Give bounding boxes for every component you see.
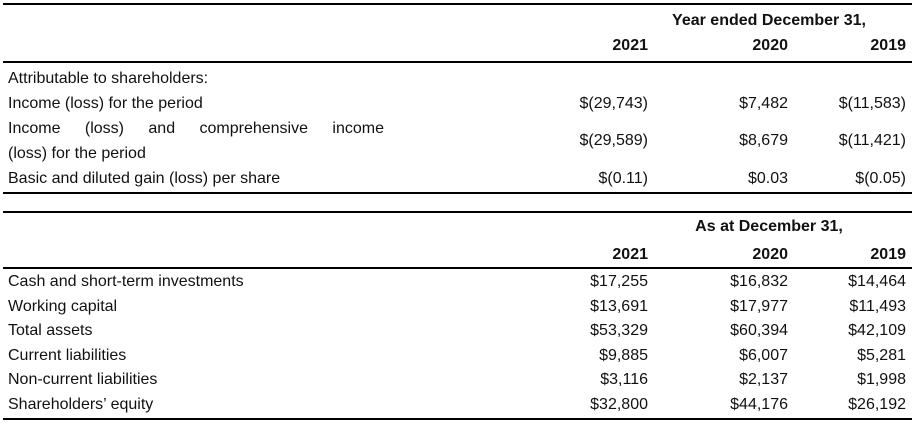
cell-2021: $(29,589)	[579, 132, 649, 149]
bottom-rule	[3, 418, 912, 420]
cell-2019: $26,192	[848, 396, 906, 413]
header-rule	[3, 61, 912, 63]
row-label: Basic and diluted gain (loss) per share	[8, 170, 281, 187]
row-label-line-1: Income (loss) and comprehensive income	[8, 120, 384, 137]
cell-2021: $13,691	[590, 298, 648, 315]
cell-2019: $42,109	[848, 322, 906, 339]
year-header-2019: 2019	[870, 246, 906, 263]
cell-2020: $7,482	[739, 95, 788, 112]
cell-2019: $1,998	[857, 371, 906, 388]
cell-2020: $2,137	[739, 371, 788, 388]
cell-2020: $16,832	[730, 273, 788, 290]
cell-2021: $17,255	[590, 273, 648, 290]
cell-2020: $6,007	[739, 347, 788, 364]
year-header-2021: 2021	[612, 37, 648, 54]
year-header-2021: 2021	[612, 246, 648, 263]
row-label: Cash and short-term investments	[8, 273, 244, 290]
period-header: Year ended December 31,	[672, 12, 866, 29]
cell-2019: $(11,583)	[838, 95, 906, 112]
cell-2019: $5,281	[857, 347, 906, 364]
cell-2019: $11,493	[849, 298, 906, 315]
top-rule	[3, 3, 912, 5]
year-header-2020: 2020	[752, 37, 788, 54]
cell-2020: $44,176	[730, 396, 788, 413]
row-label: Shareholders’ equity	[8, 396, 154, 413]
cell-2020: $60,394	[730, 322, 788, 339]
header-rule	[3, 267, 912, 269]
cell-2021: $9,885	[599, 347, 648, 364]
cell-2020: $17,977	[730, 298, 788, 315]
section-label: Attributable to shareholders:	[8, 70, 209, 87]
row-label: Current liabilities	[8, 347, 127, 364]
period-header: As at December 31,	[695, 218, 843, 235]
row-label: Income (loss) for the period	[8, 95, 203, 112]
cell-2021: $(29,743)	[579, 95, 649, 112]
cell-2020: $0.03	[747, 170, 788, 187]
bottom-rule	[3, 192, 912, 194]
year-header-2019: 2019	[870, 37, 906, 54]
cell-2020: $8,679	[739, 132, 788, 149]
year-header-2020: 2020	[752, 246, 788, 263]
cell-2021: $(0.11)	[598, 170, 648, 187]
row-label-line-2: (loss) for the period	[8, 145, 146, 162]
cell-2021: $53,329	[590, 322, 648, 339]
cell-2019: $14,464	[848, 273, 906, 290]
row-label: Working capital	[8, 298, 118, 315]
row-label: Non-current liabilities	[8, 371, 158, 388]
cell-2021: $32,800	[590, 396, 648, 413]
cell-2019: $(11,421)	[838, 132, 906, 149]
top-rule	[3, 211, 912, 213]
cell-2019: $(0.05)	[855, 170, 906, 187]
cell-2021: $3,116	[600, 371, 648, 388]
row-label: Total assets	[8, 322, 93, 339]
